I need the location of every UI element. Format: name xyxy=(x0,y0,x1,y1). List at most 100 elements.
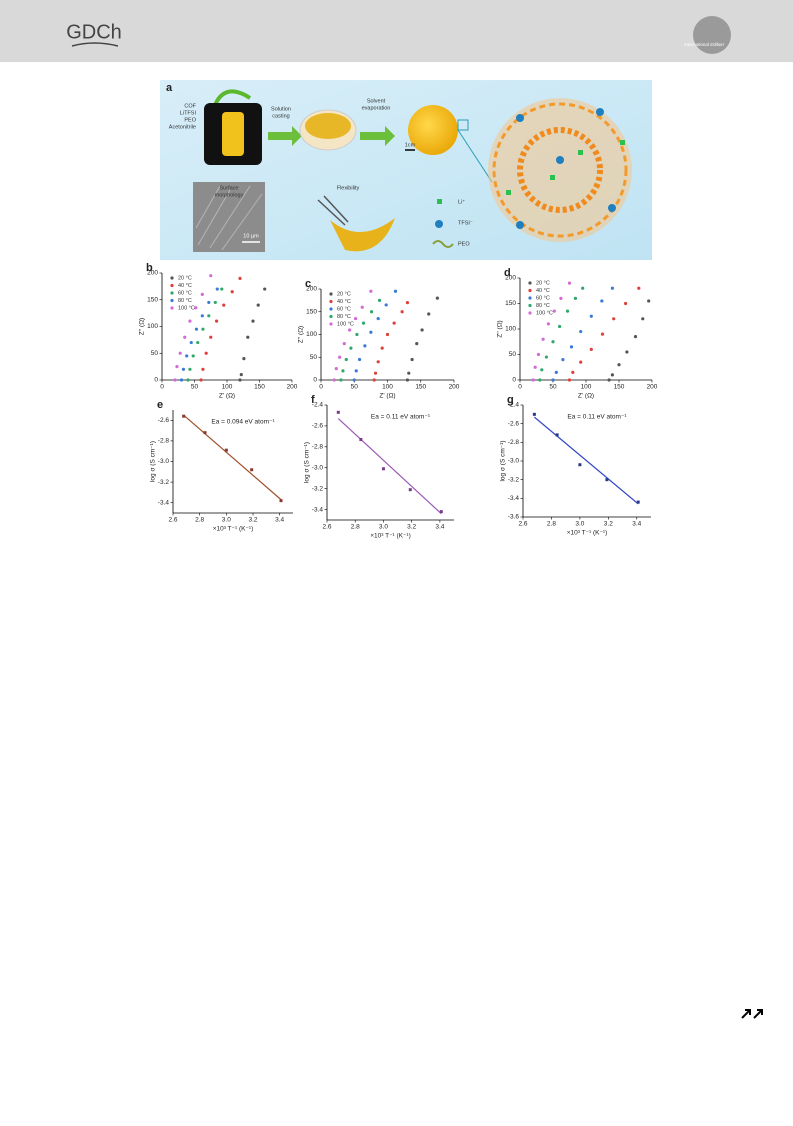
x-axis-label: Z' (Ω) xyxy=(379,393,395,400)
data-point xyxy=(279,499,283,503)
panel-label: g xyxy=(507,394,514,406)
y-tick-label: 200 xyxy=(147,270,158,277)
data-point xyxy=(607,378,611,382)
label: Solution xyxy=(271,106,291,112)
data-point xyxy=(376,316,380,321)
legend-entry: 40 °C xyxy=(178,283,192,289)
y-tick-label: -3.2 xyxy=(158,479,170,486)
y-tick-label: -3.4 xyxy=(312,506,324,513)
arrow xyxy=(213,89,252,106)
sem-texture xyxy=(195,185,263,251)
data-point xyxy=(189,340,193,345)
data-point xyxy=(360,305,364,309)
x-tick-label: 3.4 xyxy=(632,521,641,528)
y-tick-label: -2.4 xyxy=(312,402,324,409)
fit-line xyxy=(533,416,639,505)
data-point xyxy=(334,367,338,371)
data-point xyxy=(341,369,345,373)
data-point xyxy=(359,438,363,441)
arrow xyxy=(268,126,302,146)
data-point xyxy=(600,299,604,303)
x-tick-label: 3.0 xyxy=(379,524,388,531)
data-point xyxy=(612,317,616,321)
data-point xyxy=(246,335,250,339)
y-axis-label: log σ (S cm⁻¹) xyxy=(304,442,311,483)
y-tick-label: 100 xyxy=(306,331,317,338)
data-point xyxy=(175,365,179,369)
x-tick-label: 100 xyxy=(382,384,393,391)
data-point xyxy=(617,363,621,367)
data-point xyxy=(179,378,184,382)
x-axis-label: Z' (Ω) xyxy=(219,393,235,400)
data-point xyxy=(209,274,213,278)
data-point xyxy=(415,342,419,346)
label: evaporation xyxy=(362,105,391,111)
legend-entry: 80 °C xyxy=(178,298,192,304)
y-tick-label: 200 xyxy=(306,286,317,293)
data-point xyxy=(357,357,362,362)
fit-line xyxy=(337,418,442,515)
y-tick-label: -2.6 xyxy=(312,423,324,430)
data-point xyxy=(581,286,585,290)
data-point xyxy=(559,296,563,300)
data-point xyxy=(567,378,572,382)
label: 1cm xyxy=(405,142,416,148)
data-point xyxy=(369,330,373,334)
y-tick-label: 50 xyxy=(509,351,517,358)
data-point xyxy=(352,378,356,382)
data-point xyxy=(400,310,404,314)
data-point xyxy=(213,300,217,305)
edition-badge xyxy=(693,16,731,54)
x-axis-label: Z' (Ω) xyxy=(578,393,594,400)
data-point xyxy=(349,346,353,350)
legend-marker xyxy=(437,199,442,204)
data-point xyxy=(380,346,384,350)
legend-entry: 40 °C xyxy=(536,288,550,294)
y-tick-label: -3.2 xyxy=(312,485,324,492)
y-tick-label: 0 xyxy=(512,377,516,384)
annotation: Ea = 0.11 eV atom⁻¹ xyxy=(567,414,627,421)
legend-marker xyxy=(329,322,333,326)
data-point xyxy=(336,410,340,414)
label: TFSI⁻ xyxy=(458,220,473,226)
y-tick-label: 50 xyxy=(310,354,318,361)
link-icon xyxy=(741,1009,763,1019)
data-point xyxy=(220,287,224,291)
legend-marker xyxy=(432,240,454,248)
data-point xyxy=(393,289,398,293)
data-point xyxy=(339,378,343,382)
y-tick-label: 150 xyxy=(147,296,158,303)
data-point xyxy=(196,340,200,345)
data-point xyxy=(242,357,246,361)
y-axis-label: log σ (S cm⁻¹) xyxy=(500,440,507,481)
y-axis-label: Z'' (Ω) xyxy=(298,326,305,343)
x-tick-label: 3.2 xyxy=(604,521,613,528)
label: PEO xyxy=(458,241,470,247)
y-tick-label: 100 xyxy=(147,323,158,330)
legend-entry: 80 °C xyxy=(337,314,351,320)
x-tick-label: 150 xyxy=(614,384,625,391)
data-point xyxy=(407,371,411,375)
data-point xyxy=(551,378,555,382)
data-point xyxy=(589,347,593,351)
data-point xyxy=(182,414,186,418)
y-tick-label: -3.4 xyxy=(158,499,170,506)
data-point xyxy=(384,303,388,307)
legend-entry: 40 °C xyxy=(337,299,351,305)
x-tick-label: 100 xyxy=(222,384,233,391)
data-point xyxy=(263,287,267,291)
data-point xyxy=(353,316,358,321)
data-point xyxy=(533,365,537,369)
y-tick-label: -2.6 xyxy=(508,420,520,427)
data-point xyxy=(354,369,358,373)
data-point xyxy=(600,332,605,336)
data-point xyxy=(332,378,336,382)
data-point xyxy=(610,286,615,290)
data-point xyxy=(605,478,609,482)
x-tick-label: 50 xyxy=(549,384,557,391)
logo: GDCh xyxy=(66,21,122,43)
panel-label: f xyxy=(311,394,315,406)
flexible-film xyxy=(330,218,395,252)
